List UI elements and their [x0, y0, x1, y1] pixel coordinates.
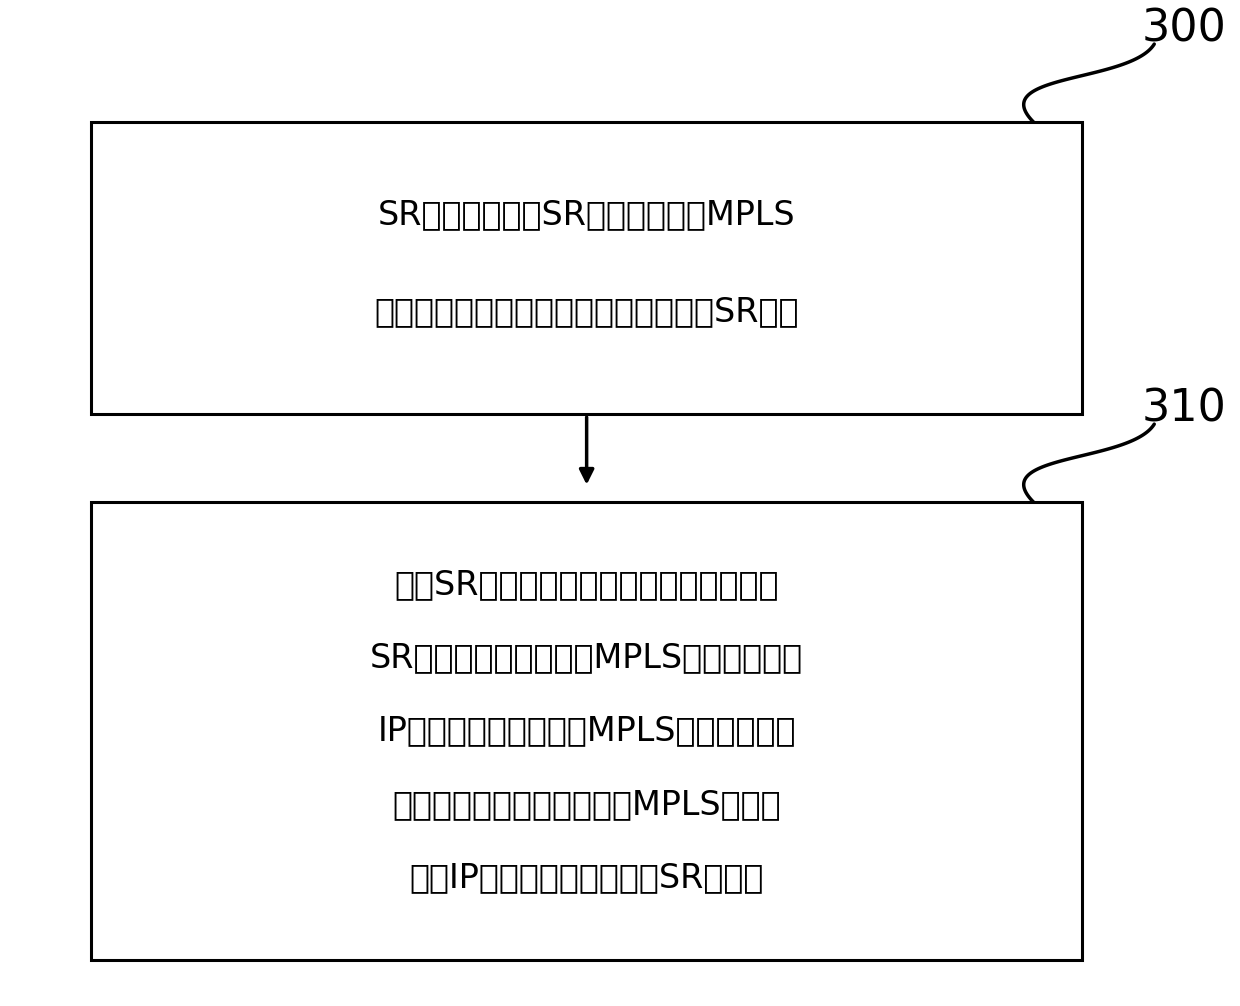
Text: 数据包后，判断下一跳路由器是否支持SR特性: 数据包后，判断下一跳路由器是否支持SR特性	[374, 296, 799, 329]
Bar	[92, 122, 1081, 414]
Text: 下一跳路由器，令封装后的MPLS数据包: 下一跳路由器，令封装后的MPLS数据包	[392, 788, 781, 821]
Text: 基于IP路由表被转发至第二SR路由器: 基于IP路由表被转发至第二SR路由器	[409, 861, 764, 893]
Text: IP隧道，并将封装后的MPLS数据包发送给: IP隧道，并将封装后的MPLS数据包发送给	[377, 714, 796, 747]
Text: SR网络中的第一SR路由器接收到MPLS: SR网络中的第一SR路由器接收到MPLS	[378, 198, 795, 231]
Text: 300: 300	[1142, 8, 1226, 51]
Bar	[92, 502, 1081, 960]
Text: 第一SR路由器在确定下一跳路由器不支持: 第一SR路由器在确定下一跳路由器不支持	[394, 568, 779, 602]
Text: SR特性时，将待发送的MPLS数据包封装入: SR特性时，将待发送的MPLS数据包封装入	[370, 642, 804, 674]
Text: 310: 310	[1142, 388, 1226, 431]
